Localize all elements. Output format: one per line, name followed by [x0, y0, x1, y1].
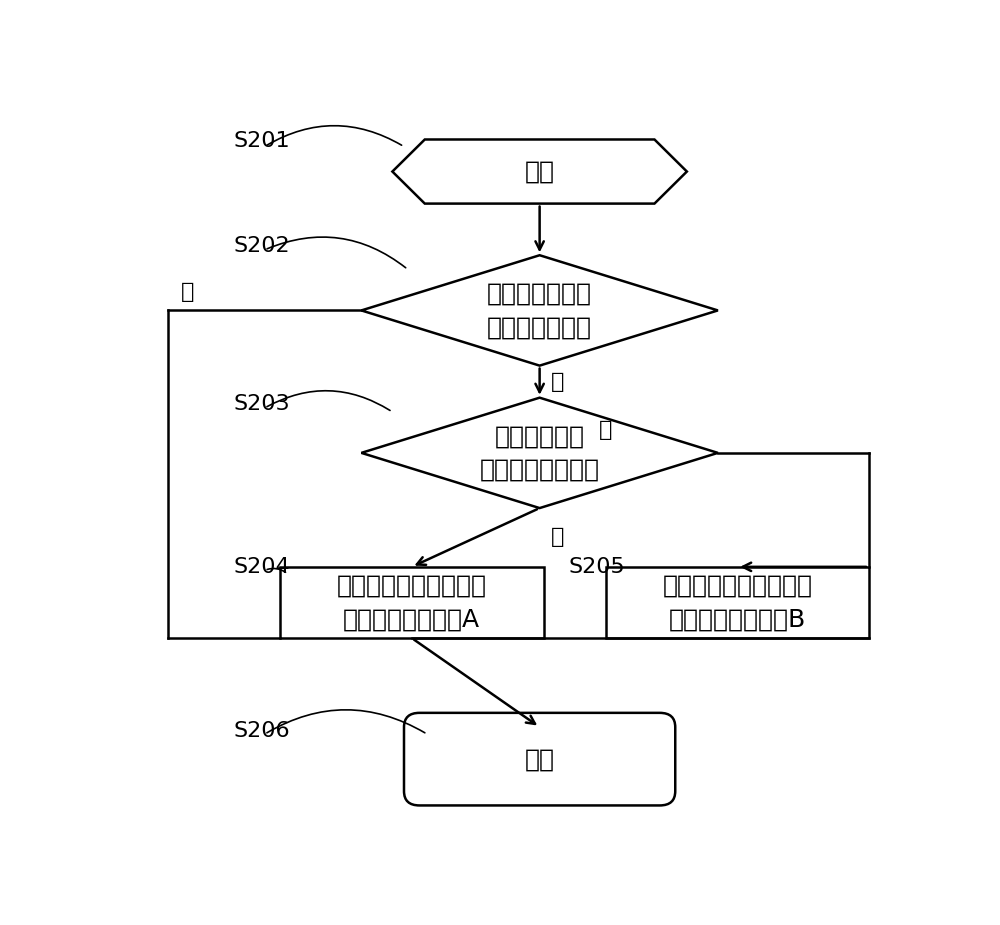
Text: 设置电流采样放大倍数
值为第一放大倍数A: 设置电流采样放大倍数 值为第一放大倍数A — [337, 574, 487, 631]
Text: 否: 否 — [599, 420, 612, 440]
Text: 判断是否进行了
高低功率切换？: 判断是否进行了 高低功率切换？ — [487, 282, 592, 339]
Text: S203: S203 — [234, 394, 290, 414]
Text: 设置电流采样放大倍数
值为第二放大倍数B: 设置电流采样放大倍数 值为第二放大倍数B — [662, 574, 812, 631]
Text: S204: S204 — [234, 557, 290, 577]
Bar — [280, 567, 544, 638]
Text: 结束: 结束 — [525, 747, 555, 771]
Text: 判断是否处于
高功率加热状态？: 判断是否处于 高功率加热状态？ — [480, 425, 600, 482]
Text: S202: S202 — [234, 236, 290, 256]
Text: S206: S206 — [234, 721, 290, 741]
Text: S201: S201 — [234, 131, 290, 151]
Text: 否: 否 — [181, 282, 194, 302]
Text: 开始: 开始 — [525, 159, 555, 183]
Text: 是: 是 — [550, 372, 564, 391]
Text: S205: S205 — [568, 557, 625, 577]
Bar — [606, 567, 869, 638]
Text: 是: 是 — [550, 527, 564, 548]
